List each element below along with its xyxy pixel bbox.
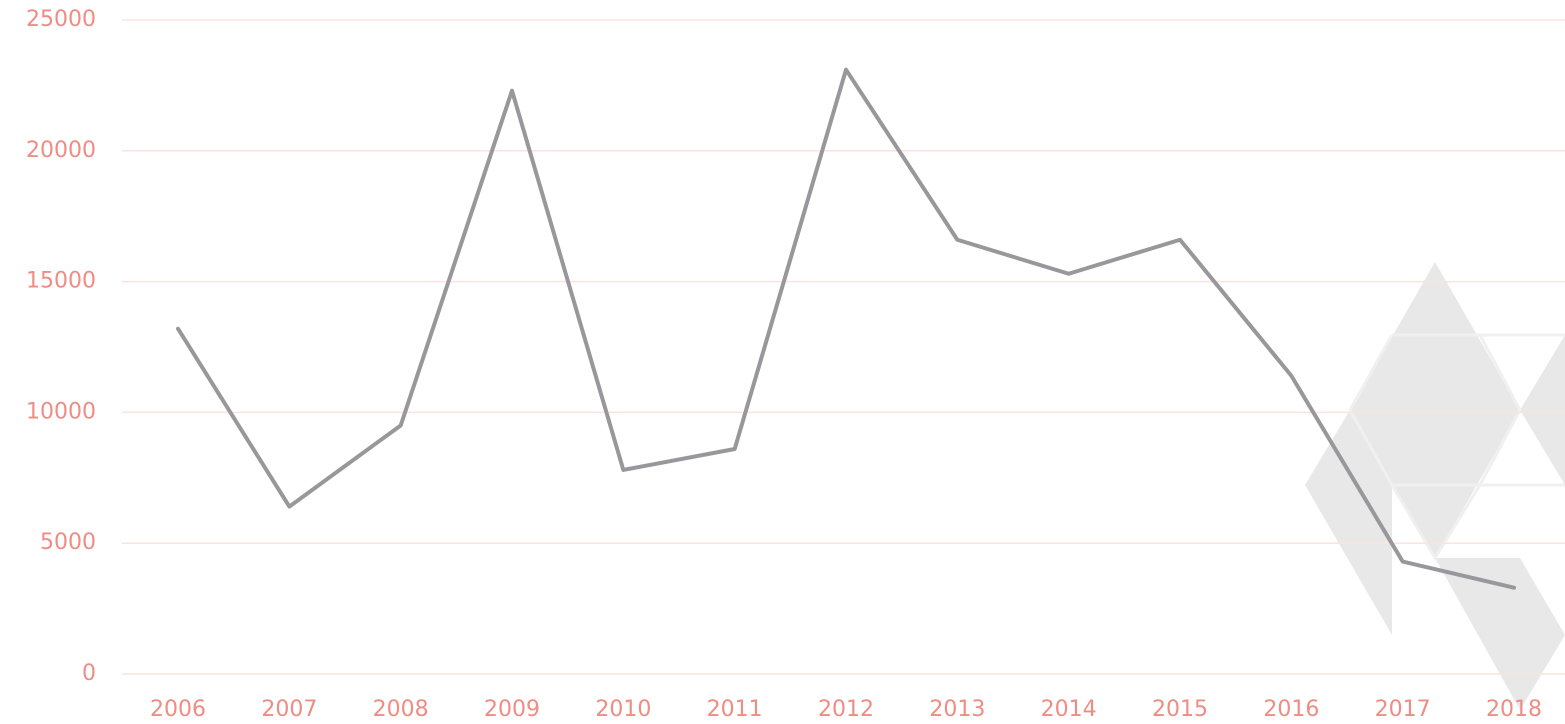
x-tick-label: 2016 <box>1263 697 1319 722</box>
y-tick-label: 20000 <box>26 138 96 163</box>
y-tick-label: 0 <box>82 661 96 686</box>
x-tick-label: 2010 <box>595 697 651 722</box>
y-tick-label: 10000 <box>26 399 96 424</box>
x-tick-label: 2015 <box>1152 697 1208 722</box>
x-tick-label: 2012 <box>818 697 874 722</box>
y-tick-label: 25000 <box>26 7 96 32</box>
data-line <box>176 67 1516 590</box>
watermark-lines <box>1348 333 1565 561</box>
x-tick-label: 2006 <box>150 697 206 722</box>
x-tick-label: 2007 <box>261 697 317 722</box>
y-tick-label: 5000 <box>40 530 96 555</box>
x-tick-label: 2008 <box>373 697 429 722</box>
x-tick-label: 2018 <box>1486 697 1542 722</box>
plot <box>176 67 1516 590</box>
x-tick-label: 2011 <box>707 697 763 722</box>
x-tick-label: 2009 <box>484 697 540 722</box>
x-tick-label: 2017 <box>1375 697 1431 722</box>
y-tick-label: 15000 <box>26 269 96 294</box>
x-tick-label: 2014 <box>1041 697 1097 722</box>
x-tick-label: 2013 <box>929 697 985 722</box>
grid <box>122 19 1565 675</box>
